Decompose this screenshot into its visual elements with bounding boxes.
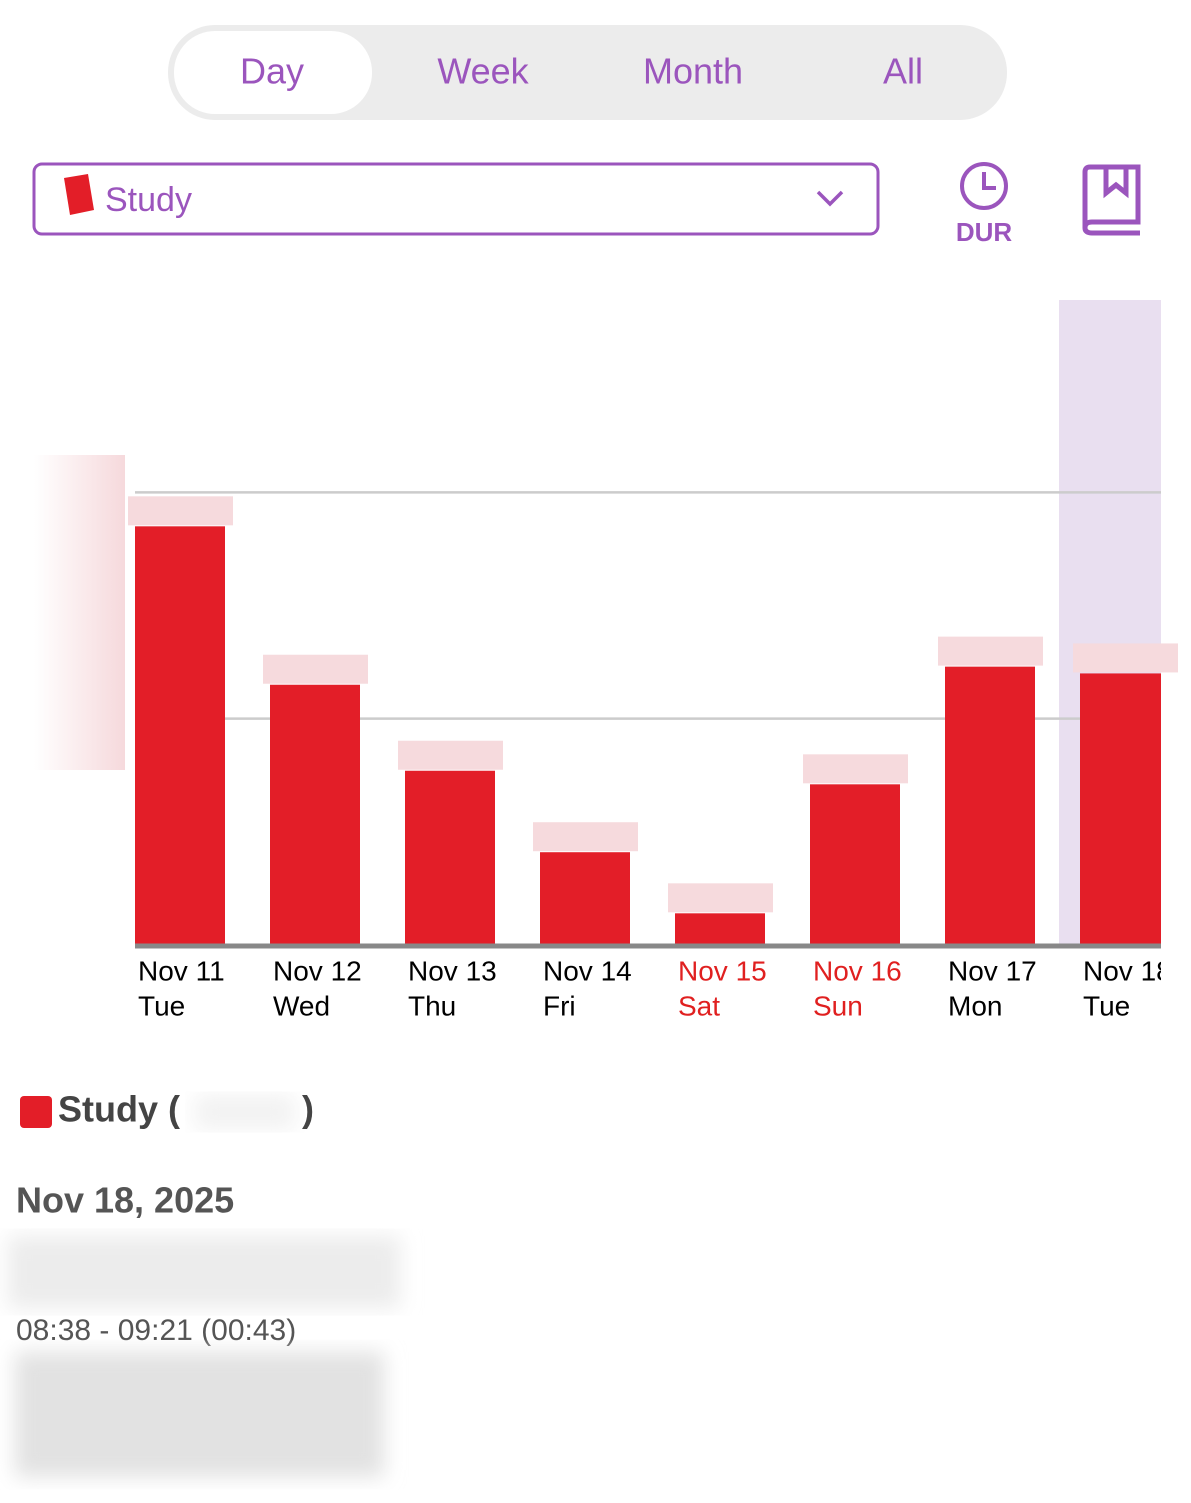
x-tick-label: Nov 11 (138, 955, 225, 986)
tab[interactable]: Week (437, 51, 529, 92)
blurred-value-label (803, 754, 908, 784)
bar (945, 666, 1035, 945)
chevron (816, 190, 844, 207)
x-tick-weekday: Tue (1083, 990, 1130, 1021)
legend-close: ) (302, 1089, 314, 1130)
x-tick-label: Nov 15 (678, 955, 767, 986)
x-tick-weekday: Thu (408, 990, 456, 1021)
x-tick-label: Nov 13 (408, 955, 497, 986)
blurred-entry (8, 1236, 400, 1308)
x-tick-weekday: Sat (678, 990, 720, 1021)
x-tick-weekday: Mon (948, 990, 1002, 1021)
x-tick-weekday: Fri (543, 990, 576, 1021)
bar (135, 526, 225, 945)
clock-hands (982, 172, 996, 190)
x-tick-label: Nov 14 (543, 955, 632, 986)
filter-label: Study (105, 181, 192, 219)
duration-label[interactable]: DUR (956, 217, 1013, 247)
legend-swatch (20, 1096, 52, 1128)
x-tick-weekday: Sun (813, 990, 863, 1021)
blurred-value-label (128, 496, 233, 526)
entry-time: 08:38 - 09:21 (00:43) (16, 1314, 296, 1347)
blurred-value-label (533, 822, 638, 852)
blurred-total (195, 1095, 295, 1129)
book-icon (64, 174, 94, 215)
plot: Nov 11 Tue Nov 12 Wed Nov 13 Thu Nov 14 Fri Nov … (135, 526, 1172, 1021)
x-tick-weekday: Tue (138, 990, 185, 1021)
blurred-value-label (938, 636, 1043, 666)
x-tick-label: Nov 18 (1083, 955, 1172, 986)
detail-date: Nov 18, 2025 (16, 1180, 234, 1221)
blurred-value-label (668, 883, 773, 913)
x-tick-label: Nov 16 (813, 955, 902, 986)
blurred-value-label (1073, 643, 1178, 673)
tab[interactable]: Day (240, 51, 304, 92)
tab[interactable]: Month (643, 51, 743, 92)
blurred-value-label (398, 740, 503, 770)
bookmark-icon[interactable] (1082, 164, 1141, 236)
x-tick-weekday: Wed (273, 990, 330, 1021)
tab-bar (168, 25, 1007, 120)
bar (810, 784, 900, 945)
filter-dropdown[interactable] (32, 162, 880, 236)
x-tick-label: Nov 12 (273, 955, 362, 986)
x-tick-label: Nov 17 (948, 955, 1037, 986)
legend-label: Study ( (58, 1089, 180, 1130)
clock-icon[interactable] (960, 162, 1008, 210)
bar (1080, 673, 1161, 945)
tab[interactable]: All (883, 51, 923, 92)
blurred-value-label (263, 654, 368, 684)
bar (270, 684, 360, 945)
bar (675, 913, 765, 945)
tab-selected-bg (174, 31, 372, 114)
blurred-axis (34, 455, 125, 770)
bar (405, 770, 495, 945)
bar (540, 852, 630, 945)
blurred-note (15, 1352, 384, 1477)
